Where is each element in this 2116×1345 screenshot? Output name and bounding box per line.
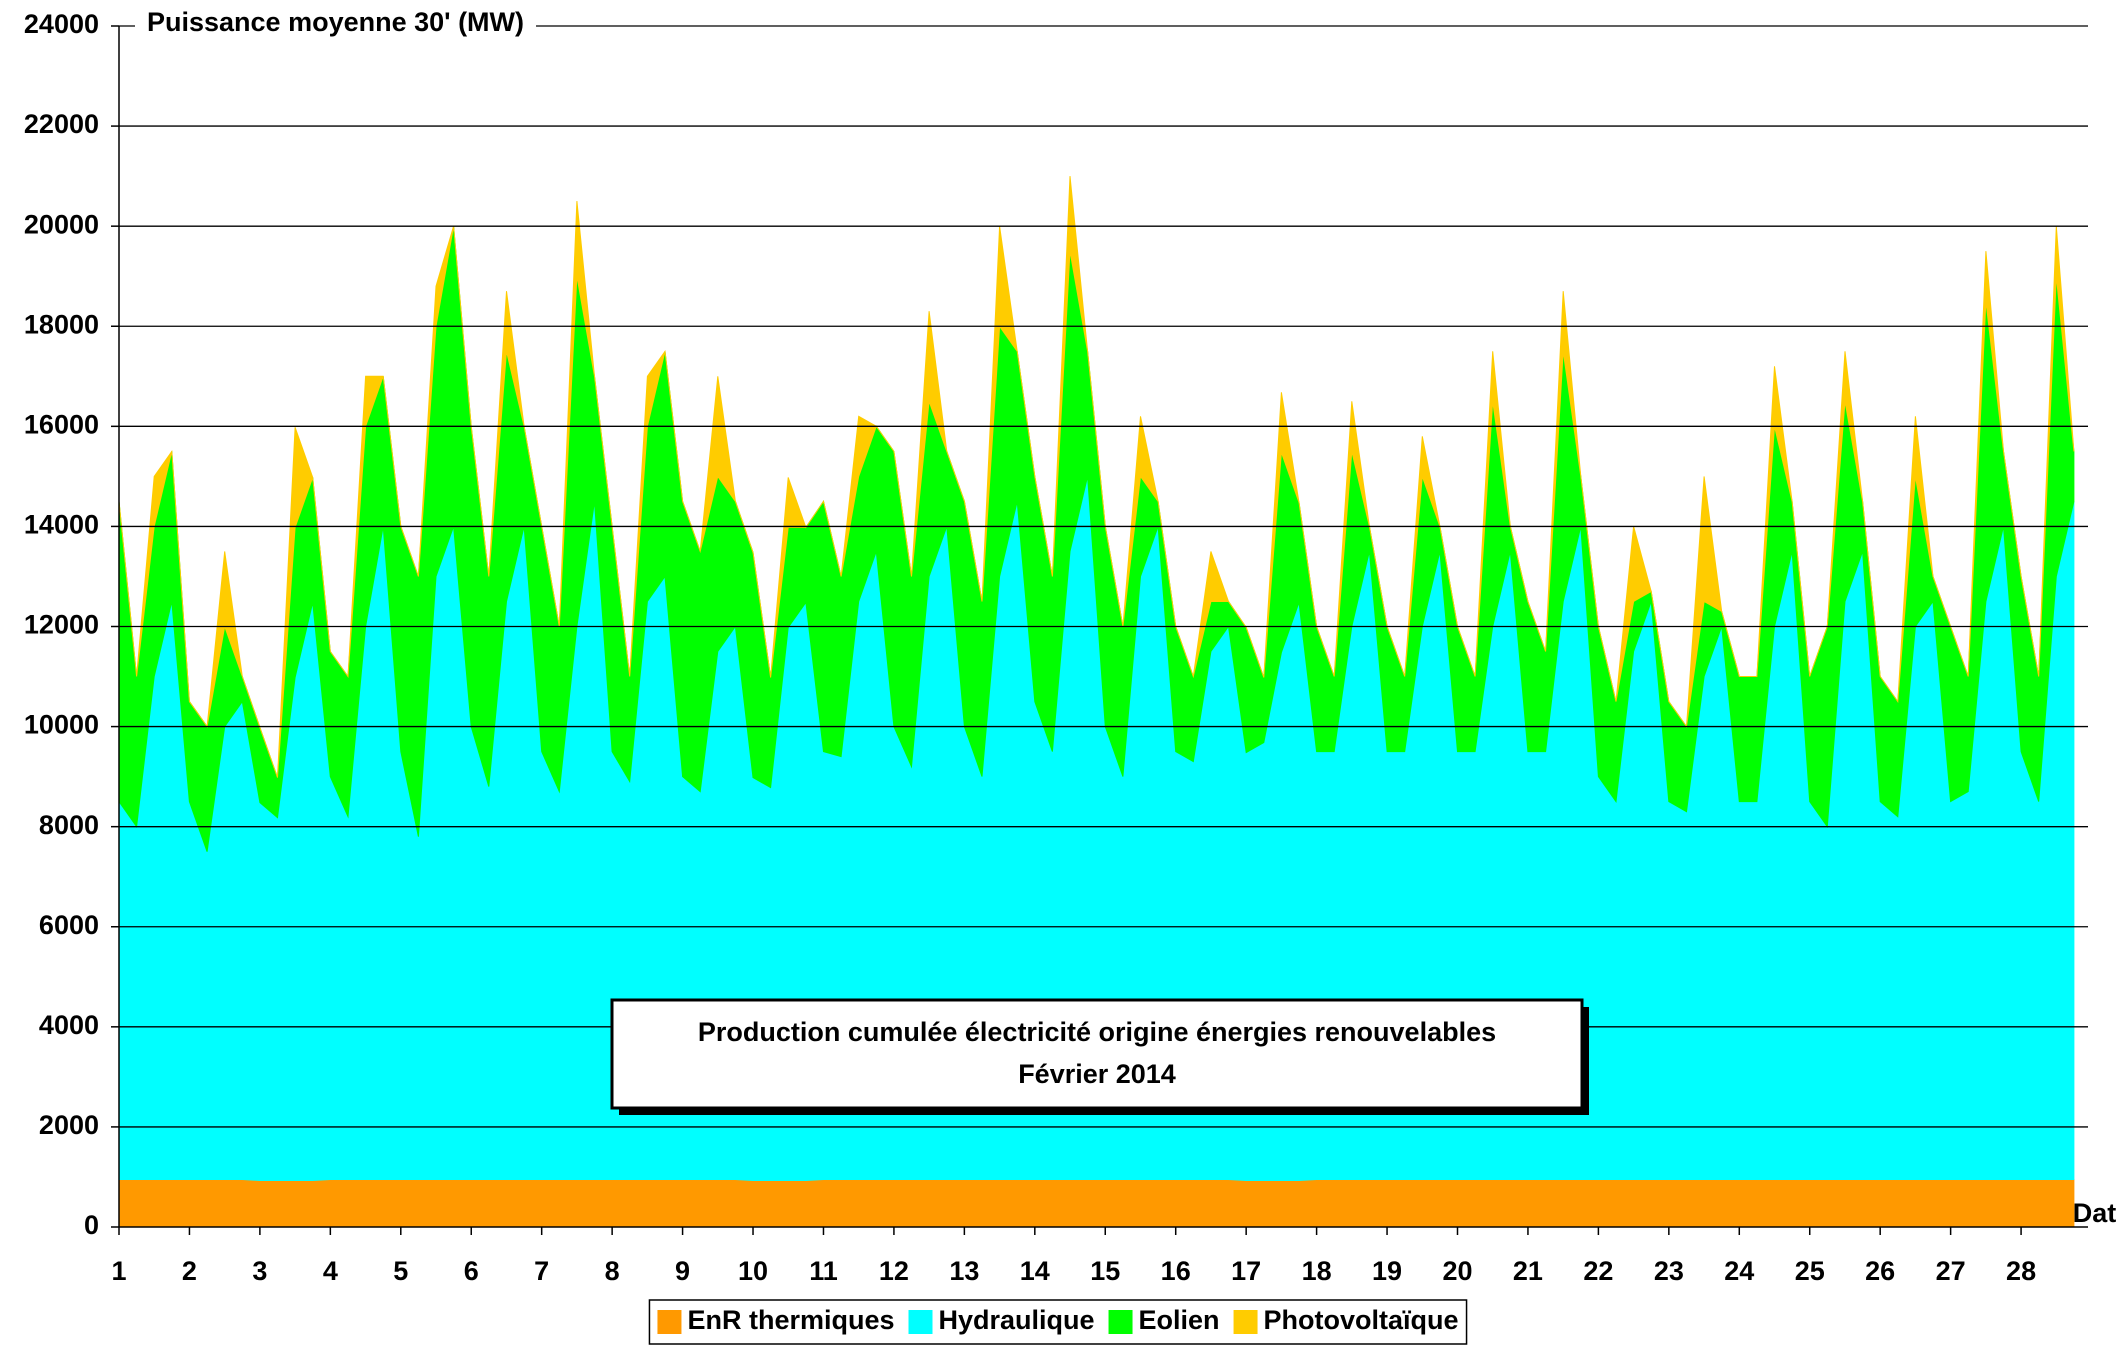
x-tick-label: 10	[738, 1256, 768, 1286]
x-tick-label: 5	[393, 1256, 408, 1286]
y-tick-label: 4000	[39, 1010, 99, 1040]
x-tick-label: 4	[323, 1256, 338, 1286]
x-tick-label: 27	[1936, 1256, 1966, 1286]
legend-swatch	[908, 1310, 933, 1334]
y-tick-label: 16000	[24, 409, 99, 439]
x-axis-label: Date	[2073, 1198, 2116, 1228]
x-tick-label: 26	[1865, 1256, 1895, 1286]
x-tick-label: 2	[182, 1256, 197, 1286]
legend-swatch	[1233, 1310, 1258, 1334]
x-tick-label: 25	[1795, 1256, 1825, 1286]
y-tick-label: 22000	[24, 109, 99, 139]
legend-box	[648, 1299, 1468, 1345]
x-tick-label: 20	[1442, 1256, 1472, 1286]
legend-label: Hydraulique	[939, 1305, 1095, 1335]
x-tick-label: 24	[1724, 1256, 1754, 1286]
y-tick-label: 12000	[24, 610, 99, 640]
x-tick-label: 3	[252, 1256, 267, 1286]
x-tick-label: 9	[675, 1256, 690, 1286]
x-tick-label: 22	[1583, 1256, 1613, 1286]
chart-title: Production cumulée électricité origine é…	[698, 1017, 1496, 1047]
y-tick-label: 8000	[39, 810, 99, 840]
x-tick-label: 14	[1020, 1256, 1050, 1286]
legend-label: Photovoltaïque	[1264, 1305, 1459, 1335]
x-tick-label: 21	[1513, 1256, 1543, 1286]
legend-swatch	[1108, 1310, 1133, 1334]
label-background	[135, 7, 537, 38]
y-tick-label: 20000	[24, 209, 99, 239]
legend: EnR thermiques Hydraulique Eolien Photovolt…	[648, 1299, 1468, 1345]
legend-label: Eolien	[1139, 1305, 1220, 1335]
y-tick-label: 2000	[39, 1110, 99, 1140]
x-tick-label: 15	[1090, 1256, 1120, 1286]
legend-swatch	[657, 1310, 682, 1334]
y-tick-label: 14000	[24, 510, 99, 540]
y-axis-label: Puissance moyenne 30' (MW)	[147, 7, 524, 37]
x-tick-label: 16	[1161, 1256, 1191, 1286]
legend-label: EnR thermiques	[687, 1305, 894, 1335]
y-tick-label: 6000	[39, 910, 99, 940]
area	[118, 1179, 2075, 1228]
x-tick-label: 17	[1231, 1256, 1261, 1286]
x-tick-label: 18	[1302, 1256, 1332, 1286]
x-tick-label: 28	[2006, 1256, 2036, 1286]
x-tick-label: 6	[464, 1256, 479, 1286]
x-tick-label: 12	[879, 1256, 909, 1286]
x-tick-label: 1	[111, 1256, 126, 1286]
x-tick-label: 7	[534, 1256, 549, 1286]
y-tick-label: 0	[84, 1210, 99, 1240]
x-tick-label: 13	[949, 1256, 979, 1286]
x-tick-label: 19	[1372, 1256, 1402, 1286]
title-box	[610, 998, 1584, 1110]
x-tick-label: 23	[1654, 1256, 1684, 1286]
chart-subtitle: Février 2014	[1018, 1059, 1176, 1089]
y-tick-label: 10000	[24, 710, 99, 740]
area	[118, 176, 2075, 778]
y-tick-label: 24000	[24, 9, 99, 39]
x-tick-label: 11	[809, 1256, 838, 1286]
y-tick-label: 18000	[24, 309, 99, 339]
x-tick-label: 8	[605, 1256, 620, 1286]
